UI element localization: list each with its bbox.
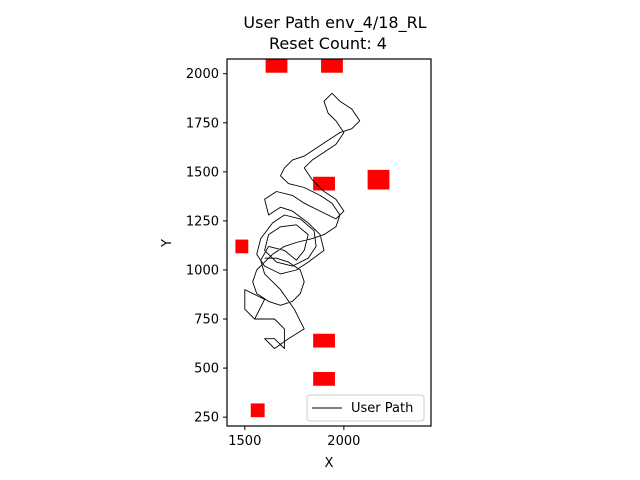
- legend: User Path: [306, 394, 425, 422]
- y-tick-label: 1500: [186, 165, 219, 180]
- legend-label-user-path: User Path: [351, 401, 413, 416]
- y-tick-label: 1750: [186, 116, 219, 131]
- obstacle-7: [313, 372, 335, 386]
- y-tick-label: 250: [194, 411, 219, 426]
- obstacle-3: [367, 169, 390, 190]
- y-tick-label: 2000: [186, 67, 219, 82]
- x-tick-label: 1500: [228, 434, 261, 449]
- obstacle-1: [265, 59, 288, 73]
- x-ticks: 1500 2000: [228, 426, 360, 449]
- chart-subtitle: Reset Count: 4: [269, 34, 387, 53]
- y-ticks: 250 500 750 1000 1250 1500 1750 2000: [186, 67, 227, 426]
- obstacle-2: [321, 59, 343, 73]
- x-axis-label: X: [325, 456, 334, 471]
- obstacle-6: [313, 333, 335, 348]
- y-tick-label: 1000: [186, 263, 219, 278]
- y-axis-label: Y: [160, 239, 175, 248]
- path-layer: [244, 92, 361, 349]
- legend-box: [306, 394, 425, 422]
- y-tick-label: 500: [194, 362, 219, 377]
- y-tick-label: 750: [194, 313, 219, 328]
- obstacle-4: [313, 176, 335, 191]
- x-tick-label: 2000: [327, 434, 360, 449]
- plot-area: [227, 59, 431, 426]
- plot-frame: [226, 58, 432, 427]
- obstacles-layer: [235, 59, 390, 418]
- series-line-1: [244, 92, 361, 349]
- chart-title: User Path env_4/18_RL: [243, 13, 426, 33]
- y-tick-label: 1250: [186, 214, 219, 229]
- obstacle-8: [250, 403, 265, 418]
- obstacle-5: [235, 239, 249, 254]
